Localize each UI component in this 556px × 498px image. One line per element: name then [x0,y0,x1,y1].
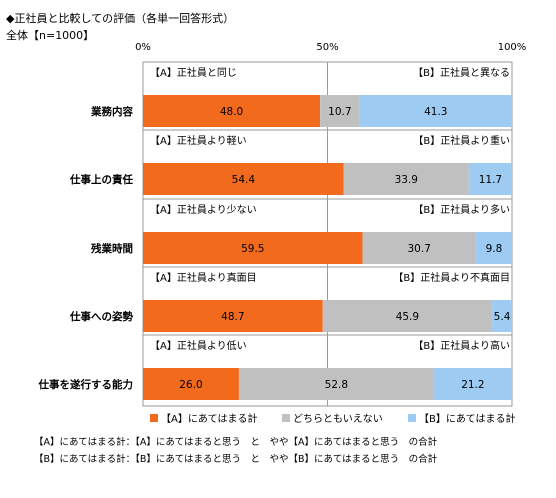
data-label: 45.9 [396,311,419,323]
answer-a-label: 【A】正社員より真面目 [150,271,257,284]
category-row: 仕事上の責任 【A】正社員より軽い 【B】正社員より重い 54.4 33.9 11.7 [69,129,512,195]
category-row: 仕事への姿勢 【A】正社員より真面目 【B】正社員より不真面目 48.7 45.9 5.4 [69,266,512,332]
legend-swatch [408,414,416,422]
bar-segment [143,95,321,127]
bar-segment [475,232,512,264]
category-label: 仕事上の責任 [69,173,133,186]
answer-b-label: 【B】正社員と異なる [413,66,510,79]
footnote-b: 【B】にあてはまる計：【B】にあてはまると思う と やや【B】にあてはまると思う… [34,453,438,465]
legend-swatch [282,414,290,422]
answer-a-label: 【A】正社員より少ない [150,203,257,216]
chart-title: ◆正社員と比較しての評価（各単一回答形式） [6,11,234,25]
data-label: 52.8 [325,379,348,391]
data-label: 9.8 [486,243,503,255]
x-tick-label: 100% [498,42,527,53]
bar-segment [143,163,344,195]
data-label: 48.0 [220,106,243,118]
legend-item: どちらともいえない [282,413,383,425]
bar-segment [468,163,512,195]
data-label: 54.4 [232,174,256,186]
data-label: 30.7 [408,243,431,255]
data-label: 33.9 [395,174,418,186]
bar-segment [322,300,493,332]
x-tick-label: 0% [135,42,151,53]
data-label: 59.5 [241,243,264,255]
answer-b-label: 【B】正社員より不真面目 [393,271,510,284]
x-tick-label: 50% [316,42,338,53]
data-label: 5.4 [494,311,511,323]
data-label: 26.0 [179,379,202,391]
bar-segment [362,232,476,264]
category-label: 仕事への姿勢 [69,310,133,323]
legend-swatch [150,414,158,422]
bar-segment [143,300,323,332]
bar-segment [238,368,434,400]
bar-segment [343,163,469,195]
category-label: 仕事を遂行する能力 [38,378,134,391]
bar-segment [320,95,360,127]
category-row: 残業時間 【A】正社員より少ない 【B】正社員より多い 59.5 30.7 9.8 [91,198,512,264]
data-label: 41.3 [424,106,447,118]
answer-a-label: 【A】正社員より低い [150,339,247,352]
answer-a-label: 【A】正社員と同じ [150,66,237,79]
bar-segment [143,368,239,400]
category-row: 業務内容 【A】正社員と同じ 【B】正社員と異なる 48.0 10.7 41.3 [90,66,512,127]
answer-b-label: 【B】正社員より多い [413,203,510,216]
footnote-a: 【A】にあてはまる計：【A】にあてはまると思う と やや【A】にあてはまると思う… [34,436,438,448]
bar-segment [143,232,363,264]
legend-label: どちらともいえない [293,413,383,425]
data-label: 10.7 [328,106,351,118]
bar-segment [359,95,512,127]
answer-b-label: 【B】正社員より重い [413,134,510,147]
answer-b-label: 【B】正社員より高い [413,339,510,352]
legend-item: 【A】にあてはまる計 [150,412,257,425]
legend-item: 【B】にあてはまる計 [408,412,515,425]
sample-size-label: 全体【n=1000】 [6,28,94,42]
data-label: 48.7 [221,311,244,323]
data-label: 11.7 [479,174,502,186]
category-label: 残業時間 [91,242,133,255]
answer-a-label: 【A】正社員より軽い [150,134,247,147]
category-row: 仕事を遂行する能力 【A】正社員より低い 【B】正社員より高い 26.0 52.8 21.… [38,334,512,400]
data-label: 21.2 [461,379,484,391]
bar-segment [433,368,512,400]
legend-label: 【A】にあてはまる計 [161,412,257,425]
legend-label: 【B】にあてはまる計 [419,412,515,425]
bar-segment [492,300,512,332]
category-label: 業務内容 [90,105,133,118]
